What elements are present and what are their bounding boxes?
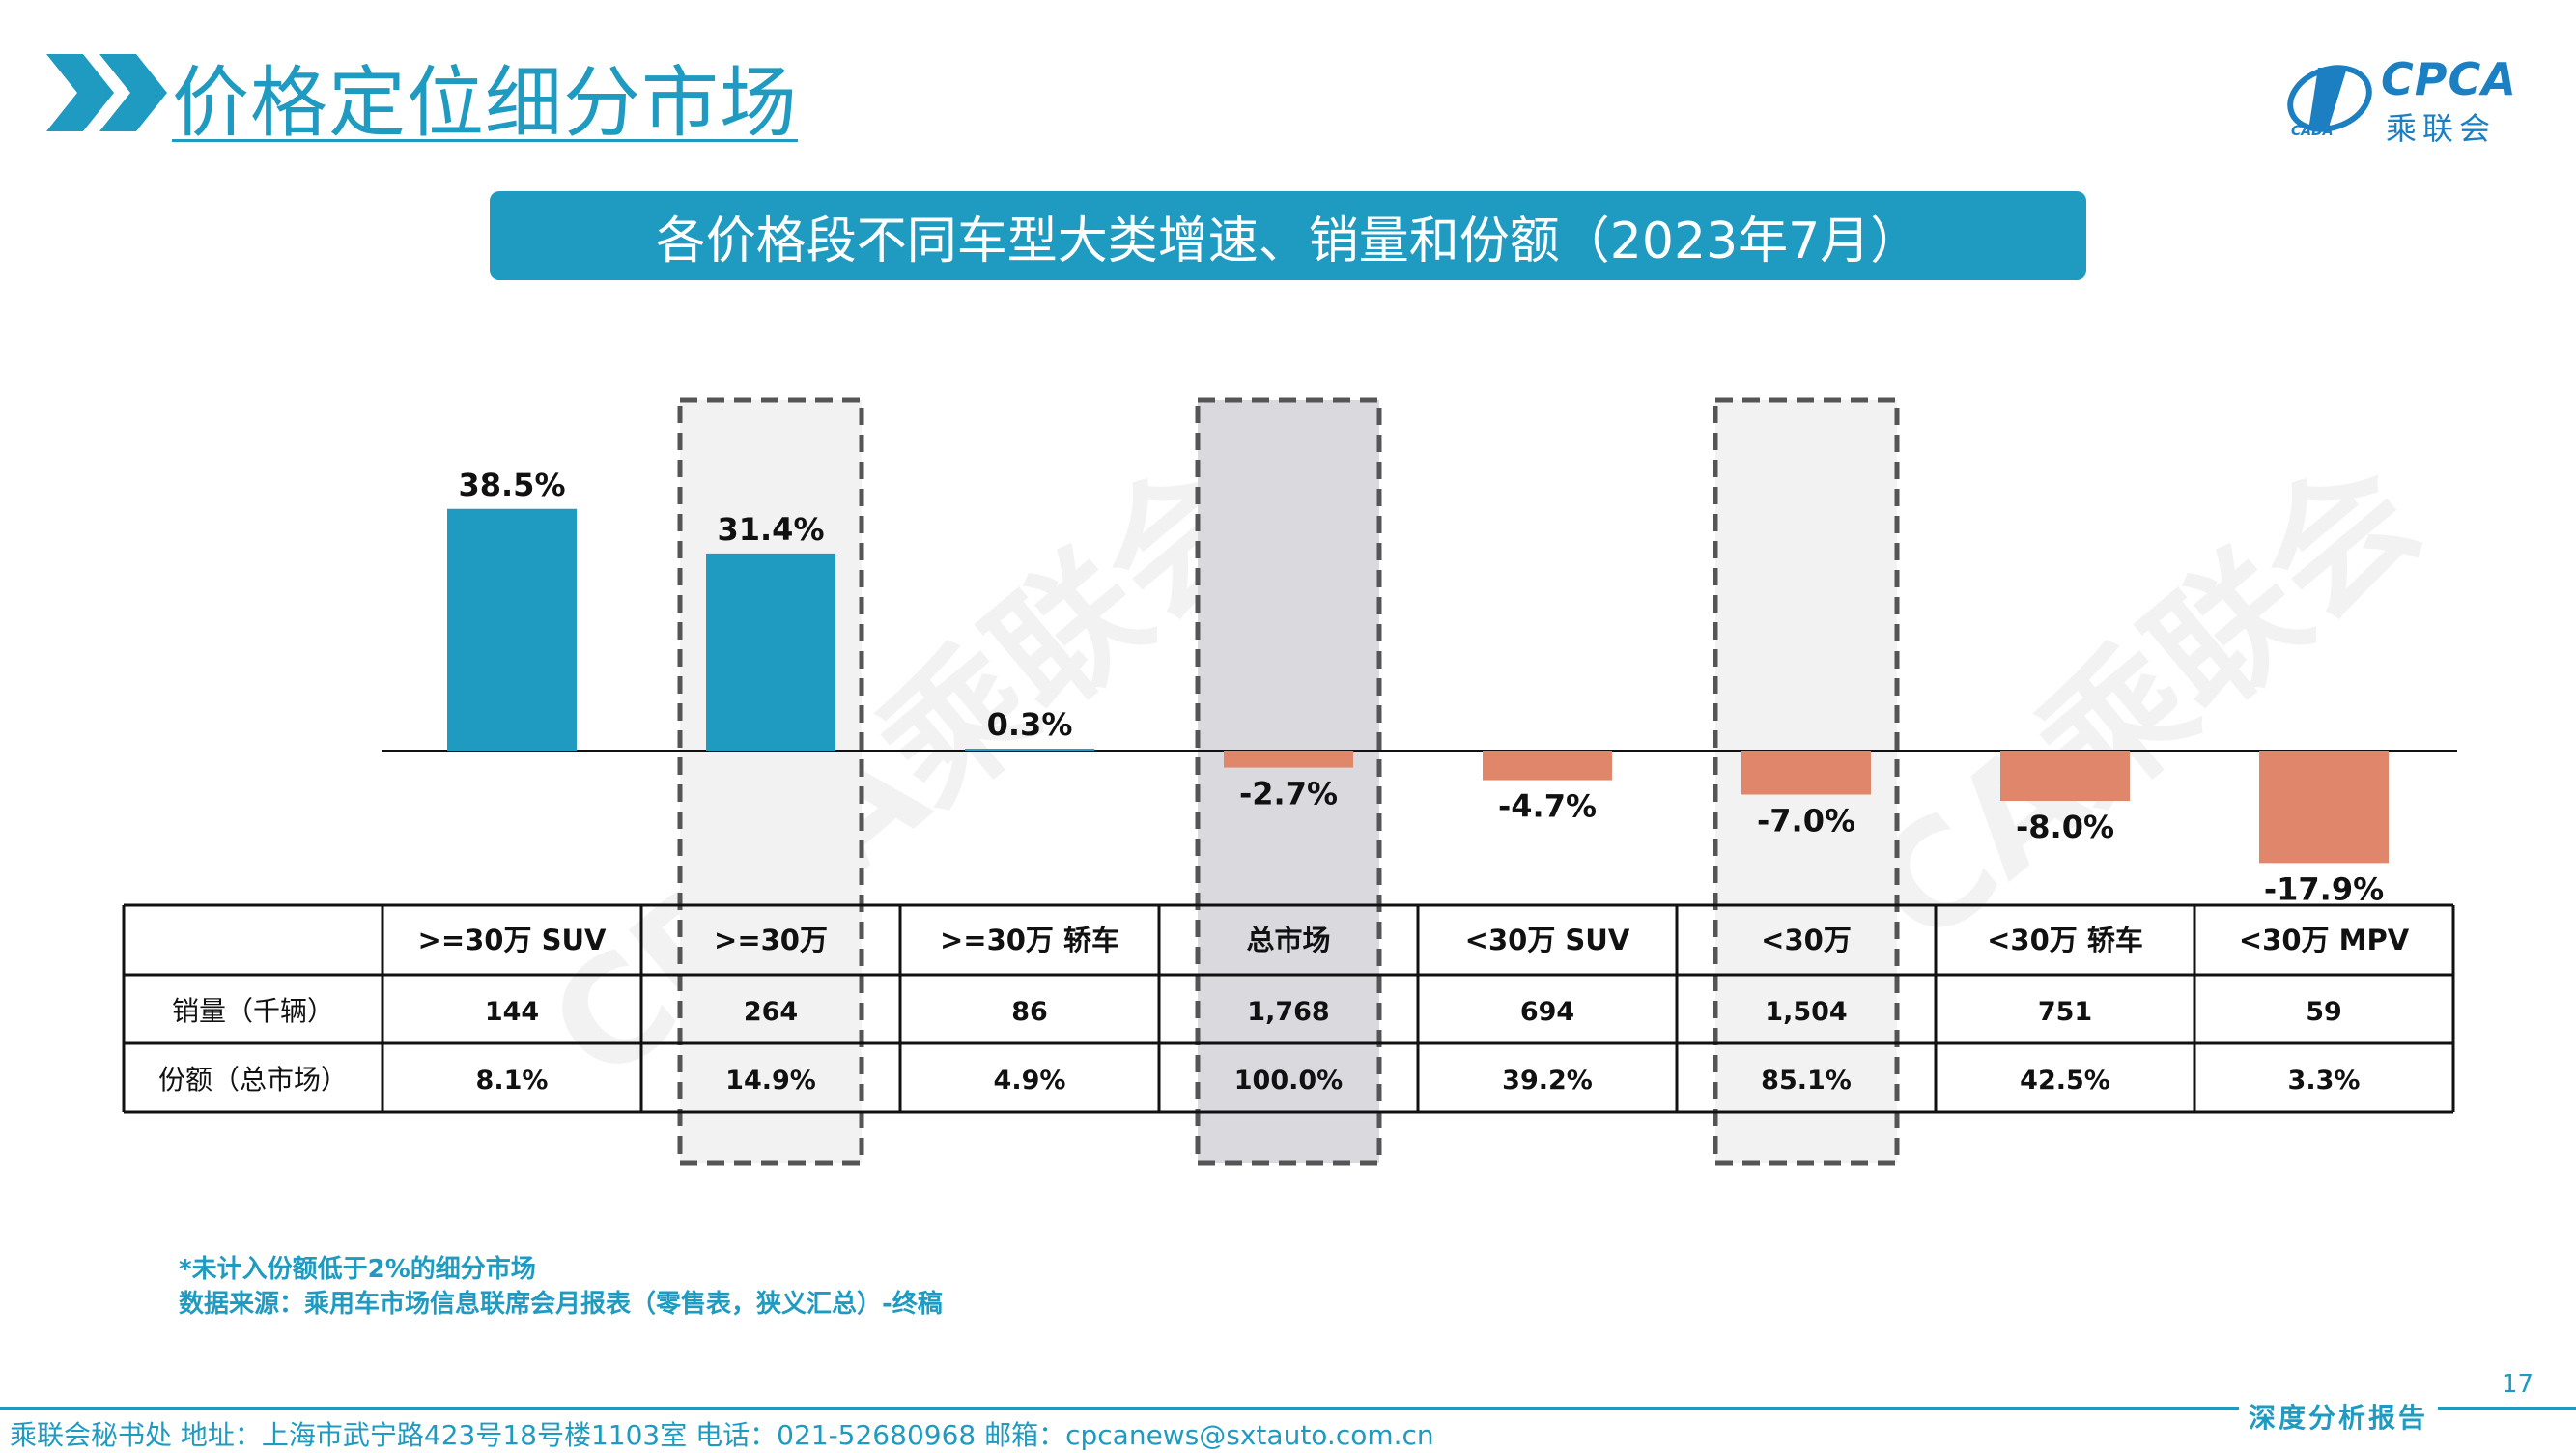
table-cell-1-6: 42.5% — [2020, 1066, 2110, 1096]
highlight-box-3 — [1195, 397, 1382, 1166]
chart-area: 38.5% 31.4% 0.3% -2.7% -4.7% -7.0% -8.0% -17.9%… — [122, 397, 2457, 1166]
table-cell-0-3: 1,768 — [1247, 997, 1329, 1027]
bar-4 — [1483, 751, 1612, 781]
table-cell-0-2: 86 — [1011, 997, 1048, 1027]
table-row-label-0: 销量（千辆） — [172, 995, 334, 1027]
bar-value-label-7: -17.9% — [2264, 870, 2384, 907]
cpca-logo-icon — [2287, 65, 2372, 132]
note-source: 数据来源：乘用车市场信息联席会月报表（零售表，狭义汇总）-终稿 — [179, 1290, 943, 1319]
table-cell-1-7: 3.3% — [2288, 1066, 2361, 1096]
table-header-3: 总市场 — [1246, 924, 1330, 956]
table-cell-1-1: 14.9% — [725, 1066, 816, 1096]
bar-value-label-5: -7.0% — [1757, 803, 1855, 840]
table-cell-1-4: 39.2% — [1502, 1066, 1593, 1096]
table-cell-0-0: 144 — [485, 997, 539, 1027]
table-header-6: <30万 轿车 — [1987, 924, 2143, 956]
table-cell-0-5: 1,504 — [1765, 997, 1847, 1027]
bar-value-label-0: 38.5% — [458, 467, 565, 503]
note-threshold: *未计入份额低于2%的细分市场 — [179, 1255, 536, 1284]
footer-tag: 深度分析报告 — [2239, 1397, 2439, 1436]
page-title: 价格定位细分市场 — [172, 58, 798, 148]
bar-value-label-1: 31.4% — [717, 511, 824, 548]
page-number: 17 — [2502, 1370, 2534, 1399]
bar-value-label-6: -8.0% — [2016, 809, 2114, 845]
bar-6 — [2000, 751, 2130, 801]
chart-banner-title: 各价格段不同车型大类增速、销量和份额（2023年7月） — [490, 191, 2086, 280]
bar-value-label-4: -4.7% — [1498, 788, 1597, 825]
bar-1 — [706, 553, 835, 751]
table-cell-1-0: 8.1% — [476, 1066, 549, 1096]
bar-value-label-3: -2.7% — [1239, 776, 1338, 812]
footer-divider — [0, 1407, 2576, 1410]
table-header-5: <30万 — [1761, 924, 1852, 956]
table-header-7: <30万 MPV — [2239, 924, 2410, 956]
table-cell-0-7: 59 — [2306, 997, 2342, 1027]
table-cell-0-1: 264 — [744, 997, 798, 1027]
table-header-4: <30万 SUV — [1465, 924, 1630, 956]
bar-7 — [2259, 751, 2389, 864]
table-header-0: >=30万 SUV — [418, 924, 607, 956]
table-cell-0-4: 694 — [1520, 997, 1574, 1027]
table-cell-1-5: 85.1% — [1761, 1066, 1852, 1096]
notes: *未计入份额低于2%的细分市场 数据来源：乘用车市场信息联席会月报表（零售表，狭… — [179, 1252, 943, 1322]
logo-subtitle: 乘联会 — [2386, 110, 2497, 147]
footer-contact: 乘联会秘书处 地址：上海市武宁路423号18号楼1103室 电话：021-526… — [10, 1419, 1434, 1451]
logo-wordmark: CPCA — [2381, 53, 2517, 105]
table-cell-1-2: 4.9% — [994, 1066, 1066, 1096]
table-row-label-1: 份额（总市场） — [158, 1064, 348, 1096]
highlight-box-1 — [677, 397, 864, 1166]
bar-2 — [965, 749, 1094, 752]
table-header-1: >=30万 — [714, 924, 828, 956]
table-cell-1-3: 100.0% — [1234, 1066, 1343, 1096]
table-cell-0-6: 751 — [2038, 997, 2092, 1027]
title-chevron-icon — [46, 54, 167, 131]
bar-3 — [1224, 751, 1353, 768]
table-header-2: >=30万 轿车 — [940, 924, 1119, 956]
bar-value-label-2: 0.3% — [987, 706, 1073, 743]
logo-small-text: CADA — [2291, 124, 2334, 139]
bar-0 — [447, 508, 577, 751]
bar-5 — [1741, 751, 1871, 795]
